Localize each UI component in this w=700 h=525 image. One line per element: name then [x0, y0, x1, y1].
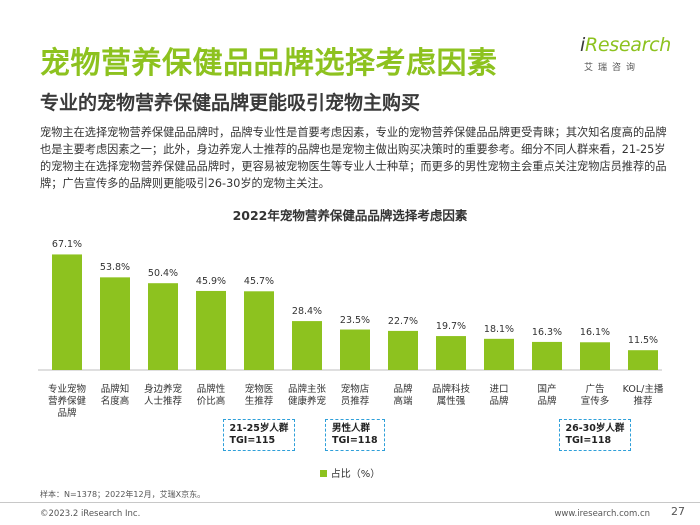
value-label-4: 45.7%	[243, 276, 275, 288]
footer-copyright: ©2023.2 iResearch Inc.	[40, 509, 141, 519]
value-label-11: 16.1%	[579, 327, 611, 339]
category-label-0: 专业宠物 营养保健 品牌	[47, 384, 86, 419]
chart-legend: 占比（%）	[0, 465, 700, 480]
category-label-4: 宠物医 生推荐	[244, 384, 274, 407]
value-label-10: 16.3%	[531, 326, 563, 338]
bar-11	[580, 342, 610, 370]
logo-chinese-name: 艾瑞咨询	[584, 63, 641, 73]
value-label-2: 50.4%	[147, 268, 179, 280]
category-label-10: 国产 品牌	[537, 384, 557, 407]
legend-swatch	[319, 470, 327, 477]
legend-label: 占比（%）	[330, 469, 381, 480]
value-label-8: 19.7%	[435, 321, 467, 333]
value-label-12: 11.5%	[627, 335, 659, 347]
bar-8	[436, 336, 466, 370]
chart-title: 2022年宠物营养保健品品牌选择考虑因素	[232, 208, 468, 223]
bar-0	[52, 254, 82, 370]
value-label-9: 18.1%	[483, 323, 515, 335]
footer-website: www.iresearch.com.cn	[554, 509, 650, 519]
category-label-8: 品牌科技 属性强	[431, 384, 470, 407]
footer-divider	[0, 502, 700, 503]
category-label-1: 品牌知 名度高	[100, 384, 130, 407]
category-label-6: 宠物店 员推荐	[340, 384, 370, 407]
value-label-7: 22.7%	[387, 315, 419, 327]
value-label-1: 53.8%	[99, 262, 131, 274]
page-subtitle: 专业的宠物营养保健品牌更能吸引宠物主购买	[40, 92, 421, 114]
value-label-0: 67.1%	[51, 239, 83, 251]
iresearch-logo: iResearch 艾瑞咨询	[580, 34, 672, 78]
summary-paragraph: 宠物主在选择宠物营养保健品品牌时，品牌专业性是首要考虑因素，专业的宠物营养保健品…	[40, 126, 667, 190]
tgi-annotation-0: 21-25岁人群 TGI=115	[222, 419, 296, 451]
value-label-3: 45.9%	[195, 275, 227, 287]
category-label-12: KOL/主播 推荐	[622, 384, 664, 407]
value-label-5: 28.4%	[291, 306, 323, 318]
page-title: 宠物营养保健品品牌选择考虑因素	[40, 46, 498, 81]
bar-4	[244, 291, 274, 370]
sample-note: 样本：N=1378；2022年12月，艾瑞X京东。	[40, 490, 206, 499]
page-number: 27	[671, 505, 685, 518]
bar-1	[100, 277, 130, 370]
logo-brand: iResearch	[580, 34, 672, 56]
bar-2	[148, 283, 178, 370]
tgi-annotation-2: 26-30岁人群 TGI=118	[558, 419, 632, 451]
bar-10	[532, 341, 562, 370]
bar-7	[388, 330, 418, 370]
category-label-5: 品牌主张 健康养宠	[287, 384, 326, 407]
bar-5	[292, 321, 322, 370]
category-label-9: 进口 品牌	[489, 384, 509, 407]
bar-12	[628, 350, 658, 370]
bar-3	[196, 290, 226, 370]
bar-9	[484, 338, 514, 370]
value-label-6: 23.5%	[339, 314, 371, 326]
category-label-2: 身边养宠 人士推荐	[143, 384, 182, 407]
tgi-annotation-1: 男性人群 TGI=118	[325, 419, 385, 451]
category-label-3: 品牌性 价比高	[196, 384, 226, 407]
bar-6	[340, 329, 370, 370]
category-label-7: 品牌 高端	[393, 384, 413, 407]
category-label-11: 广告 宣传多	[580, 384, 610, 407]
